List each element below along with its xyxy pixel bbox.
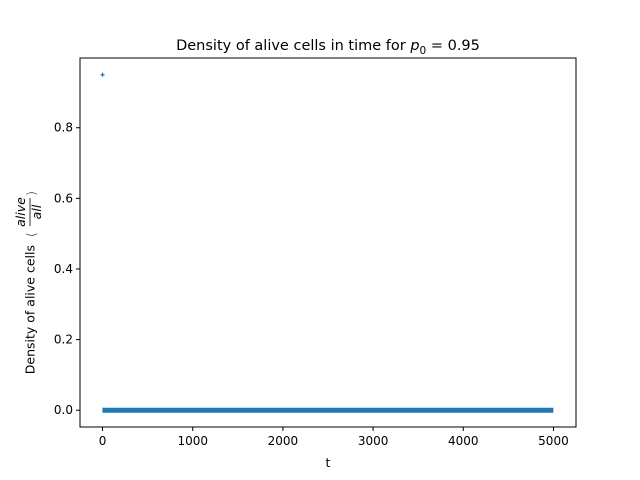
chart-title: Density of alive cells in time for p0 = … bbox=[176, 38, 480, 57]
y-tick-label: 0.0 bbox=[54, 403, 73, 417]
data-point-initial bbox=[100, 72, 105, 77]
x-tick-label: 4000 bbox=[448, 434, 479, 448]
y-tick-label: 0.8 bbox=[54, 121, 73, 135]
y-axis-label-text: Density of alive cells bbox=[23, 245, 38, 374]
plot-area: 0 1000 2000 3000 4000 5000 0.0 0.2 0.4 0.6 0.8 bbox=[54, 57, 577, 448]
y-tick-label: 0.2 bbox=[54, 333, 73, 347]
y-axis-label-paren-close: ) bbox=[24, 191, 39, 196]
plot-frame bbox=[79, 57, 577, 428]
x-axis-ticks: 0 1000 2000 3000 4000 5000 bbox=[99, 427, 569, 448]
y-tick-label: 0.4 bbox=[54, 262, 73, 276]
y-axis-label-paren-open: ( bbox=[24, 232, 39, 237]
y-tick-label: 0.6 bbox=[54, 191, 73, 205]
data-point-start bbox=[102, 407, 105, 413]
x-axis-label: t bbox=[326, 455, 331, 470]
x-tick-label: 2000 bbox=[268, 434, 299, 448]
x-tick-label: 5000 bbox=[538, 434, 569, 448]
x-tick-label: 1000 bbox=[177, 434, 208, 448]
y-axis-label-numerator: alive bbox=[13, 197, 28, 227]
y-axis-ticks: 0.0 0.2 0.4 0.6 0.8 bbox=[54, 121, 80, 417]
x-tick-label: 3000 bbox=[358, 434, 389, 448]
y-axis-label: Density of alive cells ( alive all ) bbox=[13, 191, 44, 374]
x-tick-label: 0 bbox=[99, 434, 107, 448]
y-axis-label-denominator: all bbox=[29, 204, 44, 219]
data-series bbox=[100, 72, 554, 413]
